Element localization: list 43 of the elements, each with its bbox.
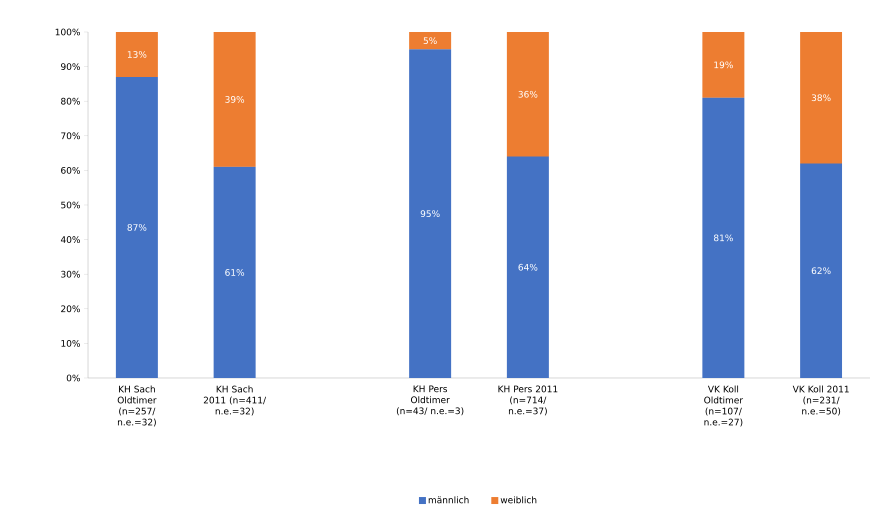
- bar: [800, 163, 842, 378]
- data-label: 95%: [420, 210, 440, 218]
- x-tick-label: VK Koll Oldtimer (n=107/ n.e.=27): [704, 386, 744, 427]
- data-label: 62%: [812, 267, 831, 274]
- x-tick-label: KH Sach 2011 (n=411/ n.e.=32): [204, 386, 266, 416]
- data-label: 39%: [225, 96, 244, 103]
- x-tick-label: KH Pers 2011 (n=714/ n.e.=37): [498, 386, 558, 416]
- y-tick-label: 50%: [61, 202, 80, 208]
- x-tick-label: VK Koll 2011 (n=231/ n.e.=50): [792, 386, 849, 416]
- data-label: 13%: [128, 51, 146, 58]
- data-label: 38%: [812, 94, 831, 102]
- y-tick-label: 30%: [61, 270, 80, 278]
- y-tick-label: 40%: [60, 236, 80, 243]
- y-tick-label: 80%: [61, 98, 80, 105]
- data-label: 5%: [424, 37, 437, 44]
- bar: [409, 32, 452, 50]
- data-label: 61%: [225, 269, 244, 276]
- bar: [702, 98, 744, 378]
- data-label: 64%: [518, 264, 538, 271]
- x-tick-label: KH Pers Oldtimer (n=43/ n.e.=3): [396, 386, 464, 416]
- y-tick-label: 90%: [61, 63, 80, 70]
- data-label: 36%: [518, 90, 538, 98]
- bar: [409, 49, 452, 378]
- y-tick-label: 10%: [61, 340, 80, 347]
- legend-label: weiblich: [500, 496, 536, 504]
- bar: [506, 32, 549, 157]
- y-tick-label: 100%: [56, 28, 80, 36]
- bar: [702, 32, 744, 98]
- data-label: 87%: [127, 224, 146, 231]
- legend-label: männlich: [428, 496, 469, 504]
- bar: [214, 32, 256, 167]
- y-tick-label: 0%: [66, 374, 80, 382]
- y-tick-label: 70%: [61, 132, 80, 140]
- bar: [214, 166, 256, 378]
- y-tick-label: 60%: [61, 166, 80, 174]
- bar: [116, 76, 158, 378]
- bar: [116, 32, 158, 77]
- data-label: 19%: [714, 61, 733, 68]
- data-label: 81%: [714, 234, 733, 242]
- bar: [506, 156, 549, 378]
- x-tick-label: KH Sach Oldtimer (n=257/ n.e.=32): [118, 386, 157, 427]
- bar: [800, 32, 842, 164]
- y-tick-label: 20%: [61, 305, 80, 312]
